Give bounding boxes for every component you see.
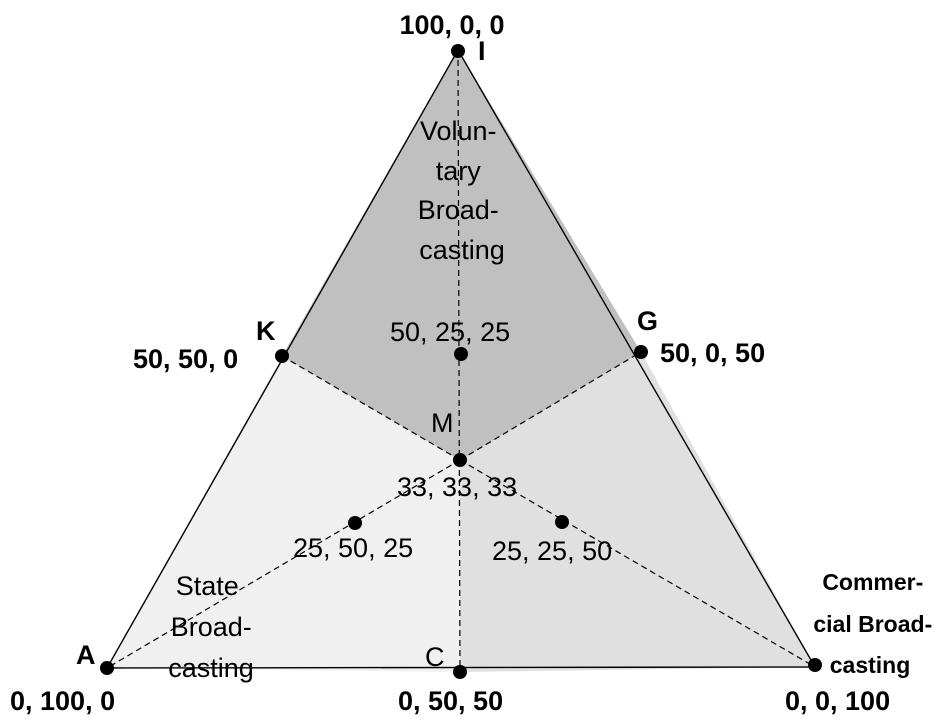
coords-label-k: 50, 50, 0 — [133, 344, 238, 374]
dashed-line-m-e — [459, 459, 816, 668]
region-state-broadcasting — [107, 356, 460, 672]
point-c — [453, 665, 467, 679]
region-commercial-broadcasting — [460, 352, 815, 672]
coords-label-m: 33, 33, 33 — [397, 472, 517, 502]
region-voluntary-broadcasting — [282, 50, 641, 460]
letter-label-i: I — [478, 36, 486, 66]
coords-label-p3: 25, 25, 50 — [492, 536, 612, 566]
point-p1 — [454, 347, 468, 361]
point-p2 — [348, 516, 362, 530]
coords-label-i: 100, 0, 0 — [399, 10, 504, 40]
letter-label-k: K — [256, 316, 276, 346]
letter-label-m: M — [431, 408, 454, 438]
region-label-commercial: Commer- cial Broad- casting — [813, 569, 938, 678]
coords-label-e: 0, 0, 100 — [785, 686, 890, 716]
coords-label-c: 0, 50, 50 — [398, 686, 503, 716]
point-k — [275, 349, 289, 363]
point-p3 — [555, 515, 569, 529]
region-label-state: State Broad- casting — [168, 571, 259, 683]
region-label-voluntary: Volun- tary Broad- casting — [418, 116, 507, 265]
point-i — [451, 44, 465, 58]
coords-label-a: 0, 100, 0 — [10, 686, 115, 716]
point-e — [808, 658, 822, 672]
letter-label-g: G — [637, 306, 658, 336]
point-m — [453, 453, 467, 467]
letter-label-a: A — [76, 640, 96, 670]
coords-label-p2: 25, 50, 25 — [293, 533, 413, 563]
dashed-line-k-m — [281, 355, 461, 461]
point-a — [100, 661, 114, 675]
dashed-line-m-g — [459, 351, 642, 461]
letter-label-c: C — [425, 642, 445, 672]
point-g — [634, 345, 648, 359]
coords-label-g: 50, 0, 50 — [660, 338, 765, 368]
coords-label-p1: 50, 25, 25 — [390, 317, 510, 347]
dashed-line-i-c — [457, 49, 461, 673]
dashed-line-m-a — [106, 459, 461, 669]
